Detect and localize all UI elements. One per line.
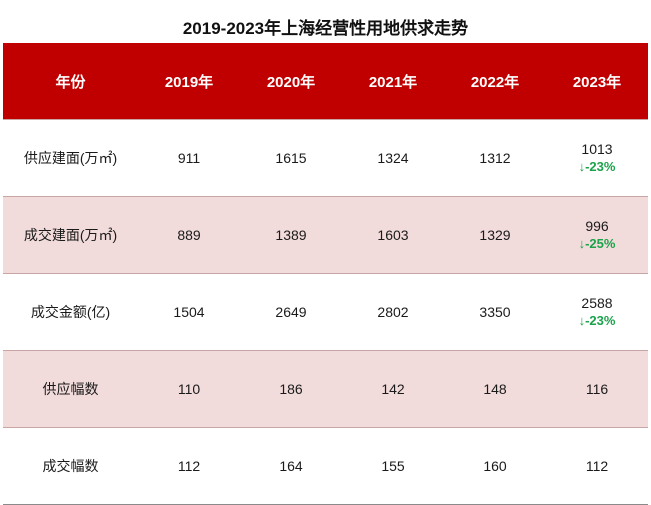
header-cell: 2022年	[444, 43, 546, 120]
row-label: 供应幅数	[3, 350, 138, 428]
table-cell: 1312	[444, 119, 546, 197]
cell-value: 996	[585, 218, 609, 234]
header-cell: 2020年	[240, 43, 342, 120]
table-row: 成交幅数 112 164 155 160 112	[3, 427, 648, 505]
table-cell: 164	[240, 427, 342, 505]
header-cell: 年份	[3, 43, 138, 120]
header-cell: 2023年	[546, 43, 648, 120]
data-table: 年份 2019年 2020年 2021年 2022年 2023年 供应建面(万㎡…	[3, 43, 648, 505]
table-cell: 996 ↓-25%	[546, 196, 648, 274]
header-cell: 2019年	[138, 43, 240, 120]
table-cell: 3350	[444, 273, 546, 351]
change-label: ↓-23%	[578, 313, 616, 328]
table-cell: 2802	[342, 273, 444, 351]
table-cell: 1324	[342, 119, 444, 197]
table-row: 供应幅数 110 186 142 148 116	[3, 350, 648, 428]
cell-value: 2588	[581, 295, 613, 311]
header-cell: 2021年	[342, 43, 444, 120]
table-cell: 186	[240, 350, 342, 428]
header-row: 年份 2019年 2020年 2021年 2022年 2023年	[3, 43, 648, 120]
row-label: 供应建面(万㎡)	[3, 119, 138, 197]
table-cell: 1603	[342, 196, 444, 274]
table-row: 供应建面(万㎡) 911 1615 1324 1312 1013 ↓-23%	[3, 119, 648, 197]
change-label: ↓-25%	[578, 236, 616, 251]
table-cell: 1615	[240, 119, 342, 197]
cell-value: 1013	[581, 141, 613, 157]
row-label: 成交金额(亿)	[3, 273, 138, 351]
table-cell: 148	[444, 350, 546, 428]
chart-title: 2019-2023年上海经营性用地供求走势	[182, 19, 469, 38]
table-cell: 2649	[240, 273, 342, 351]
table-cell: 1013 ↓-23%	[546, 119, 648, 197]
table-cell: 142	[342, 350, 444, 428]
table-row: 成交建面(万㎡) 889 1389 1603 1329 996 ↓-25%	[3, 196, 648, 274]
table-cell: 2588 ↓-23%	[546, 273, 648, 351]
table-cell: 889	[138, 196, 240, 274]
table-cell: 1389	[240, 196, 342, 274]
table-row: 成交金额(亿) 1504 2649 2802 3350 2588 ↓-23%	[3, 273, 648, 351]
table-cell: 155	[342, 427, 444, 505]
table-cell: 112	[138, 427, 240, 505]
table-cell: 1329	[444, 196, 546, 274]
change-label: ↓-23%	[578, 159, 616, 174]
table-cell: 116	[546, 350, 648, 428]
row-label: 成交幅数	[3, 427, 138, 505]
table-cell: 112	[546, 427, 648, 505]
table-cell: 160	[444, 427, 546, 505]
row-label: 成交建面(万㎡)	[3, 196, 138, 274]
table-cell: 110	[138, 350, 240, 428]
table-cell: 1504	[138, 273, 240, 351]
table-cell: 911	[138, 119, 240, 197]
